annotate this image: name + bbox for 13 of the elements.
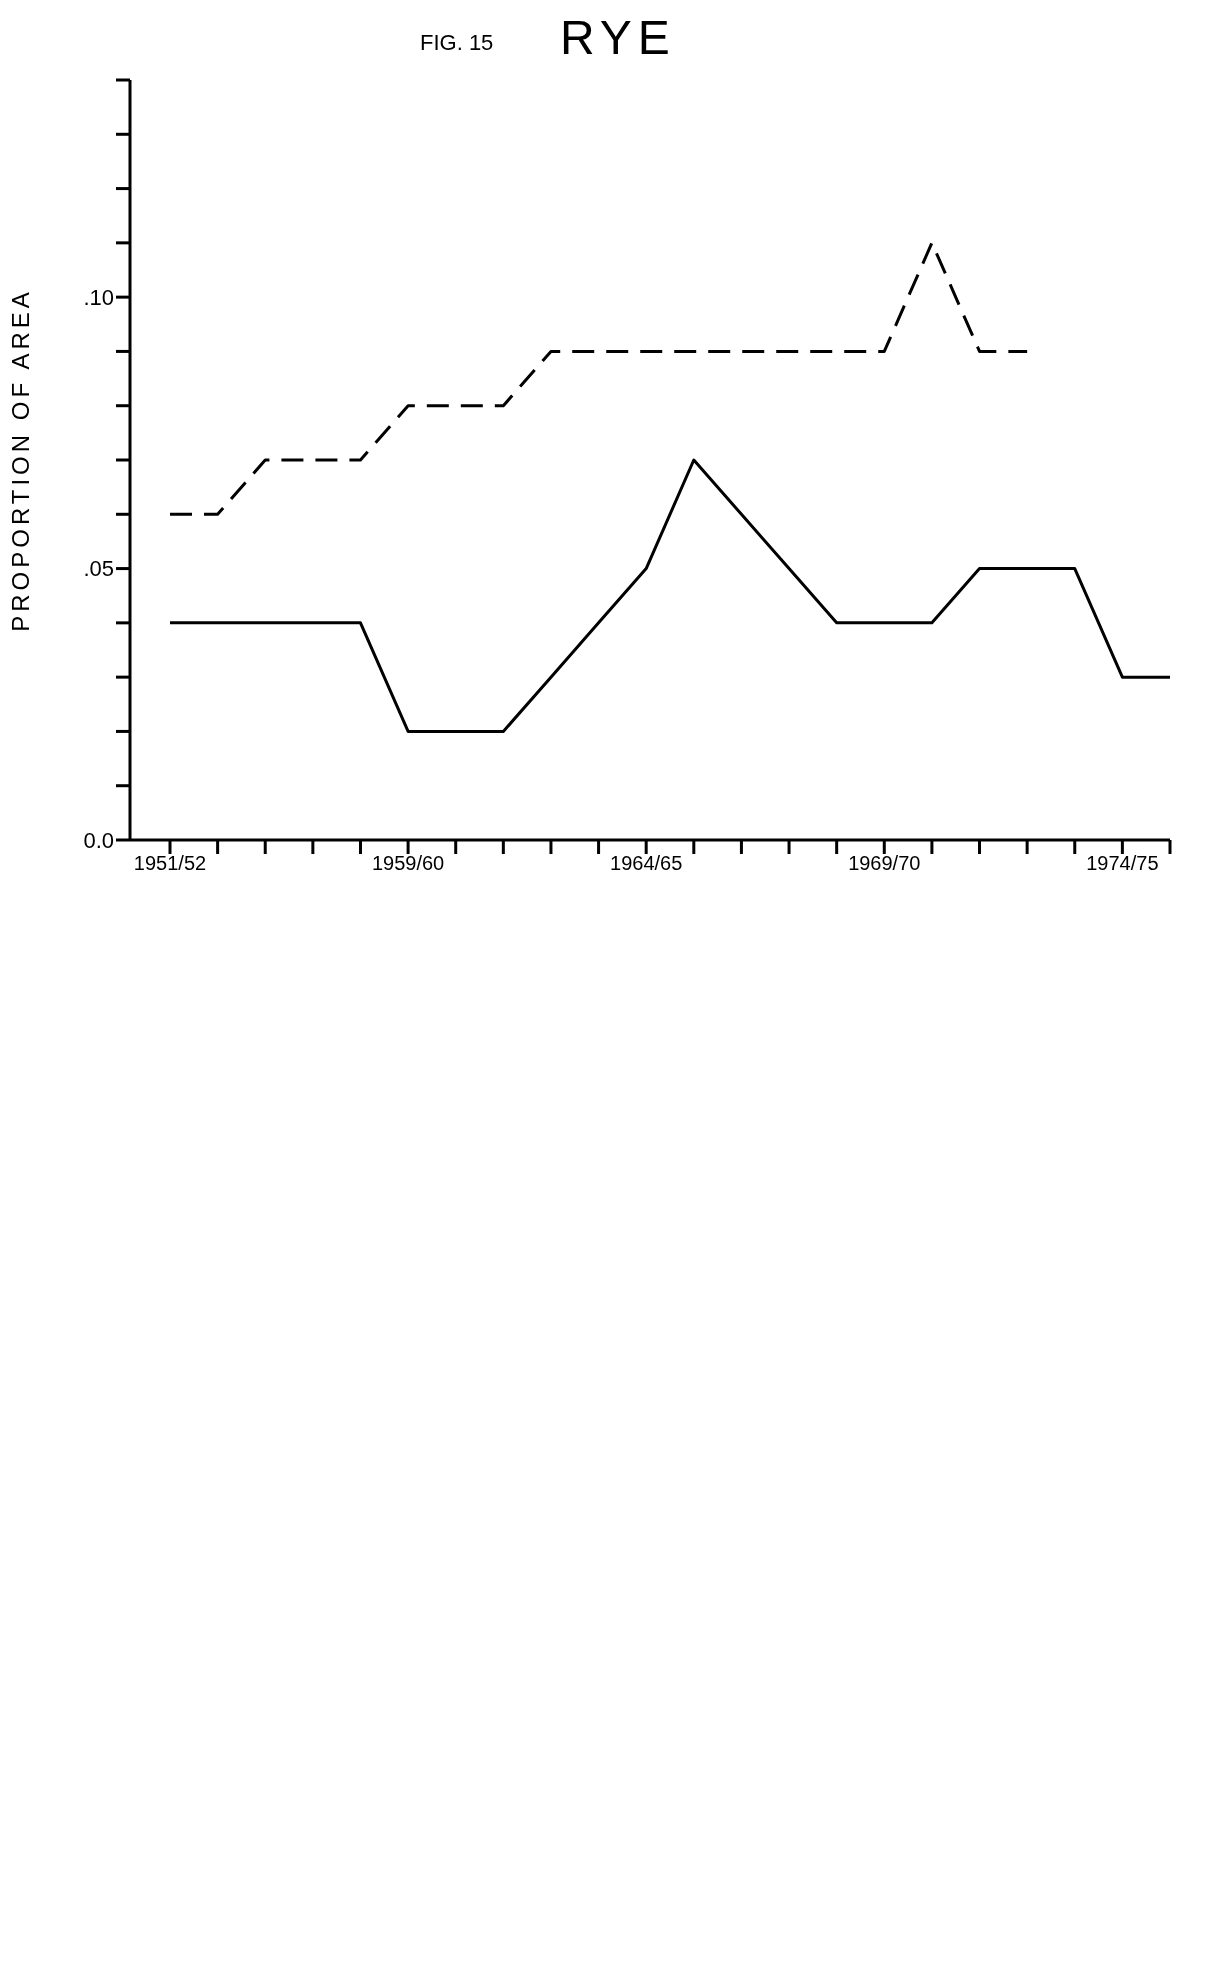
y-tick-label: .05 (83, 556, 114, 582)
x-tick-label: 1964/65 (610, 852, 683, 875)
y-axis-title: PROPORTION OF AREA (6, 288, 34, 632)
y-tick-label: .10 (83, 284, 114, 310)
chart-subtitle: FIG. 15 (420, 30, 494, 56)
x-tick-label: 1969/70 (848, 852, 921, 875)
x-tick-label: 1974/75 (1086, 852, 1159, 875)
line-series (168, 241, 1029, 516)
x-tick-label: 1951/52 (133, 852, 207, 875)
y-tick-label: 0.0 (83, 827, 114, 853)
line-series (168, 458, 1172, 733)
chart-title: RYE (560, 10, 676, 65)
x-tick-label: 1959/60 (371, 852, 445, 875)
